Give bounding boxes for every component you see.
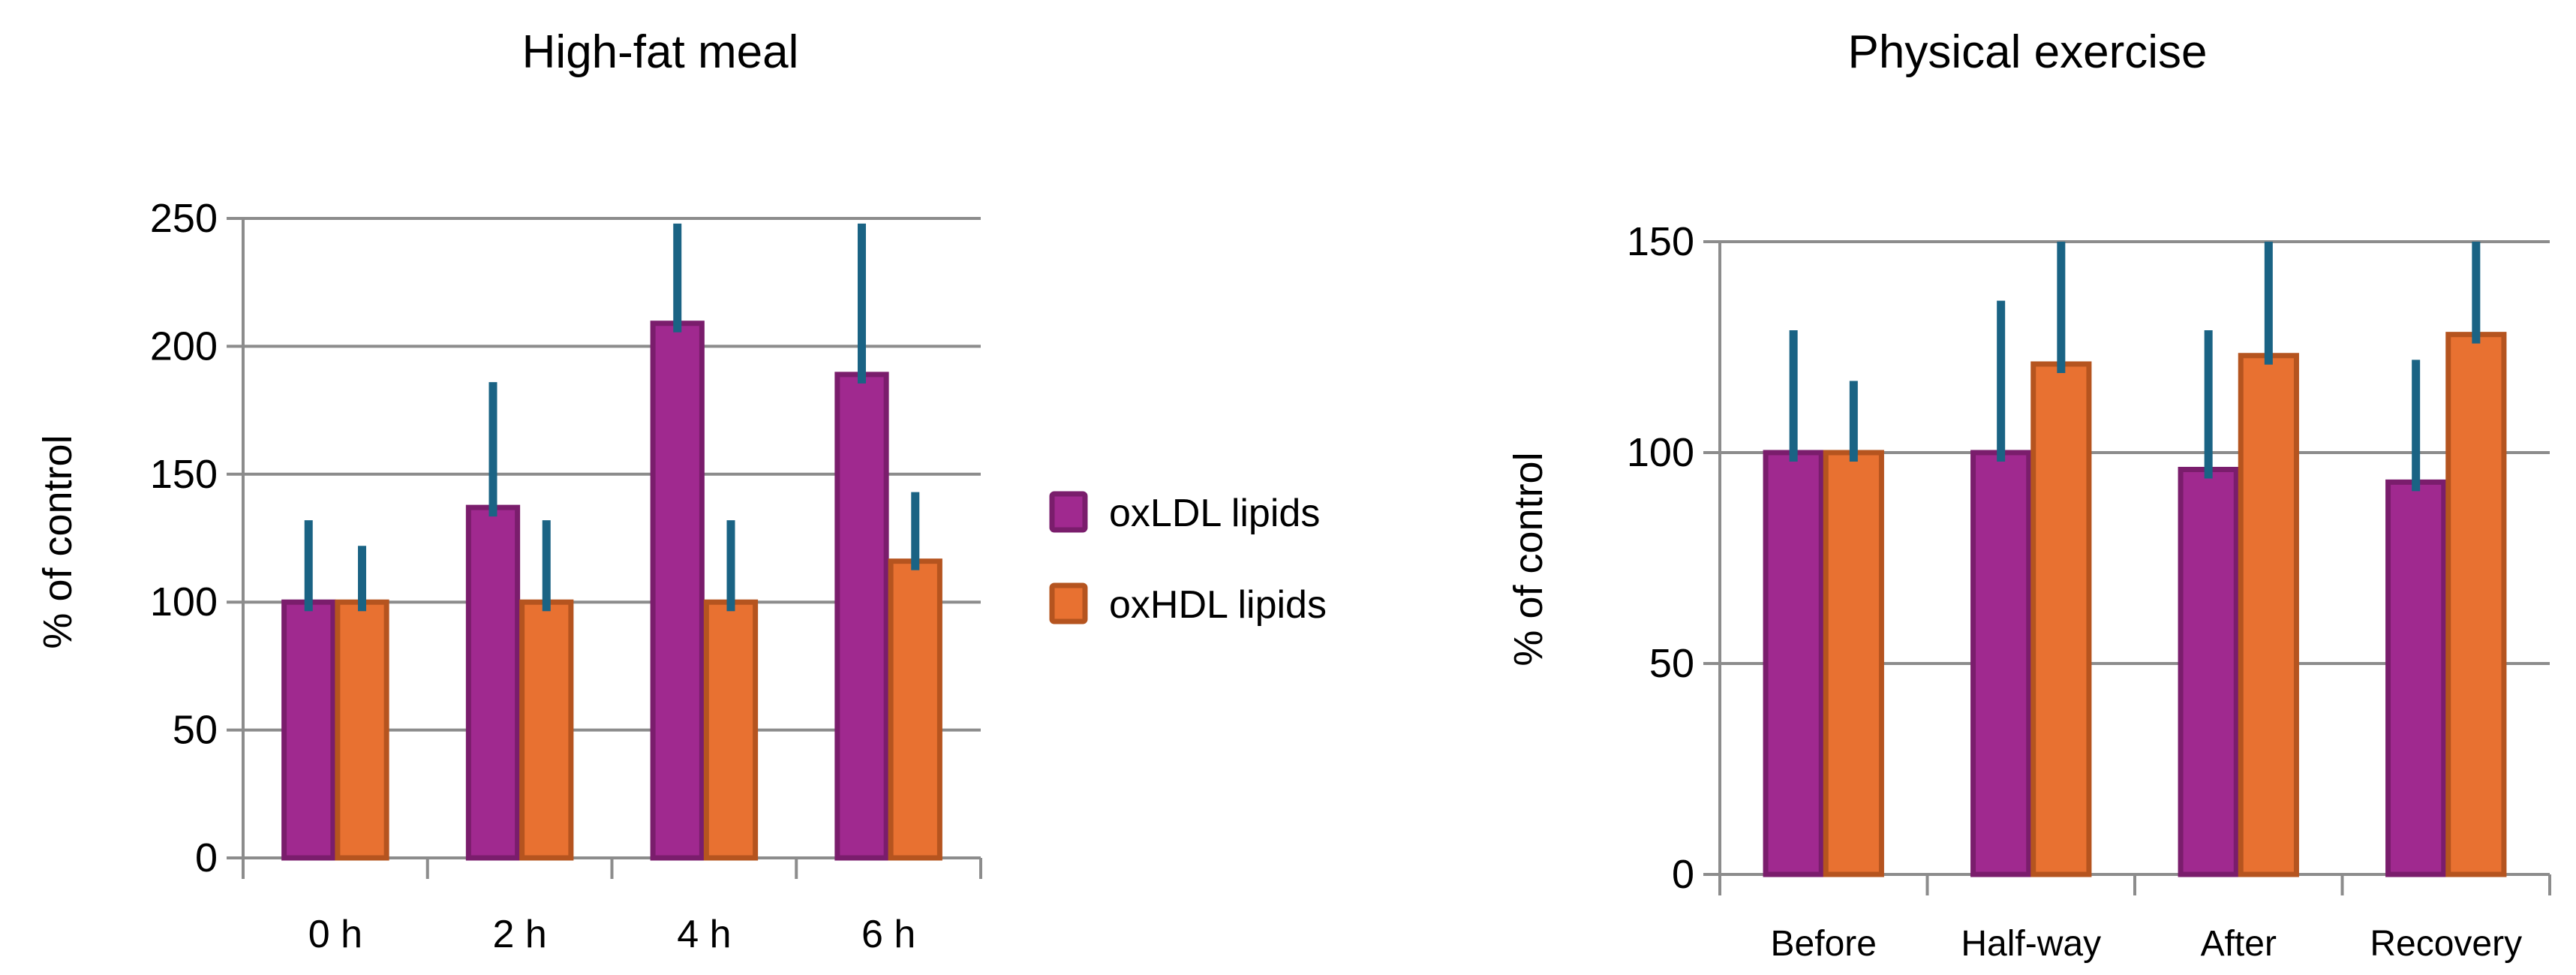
bar-oxhdl [2030,361,2092,877]
bar-oxhdl [2238,353,2299,877]
y-axis-label: % of control [1506,452,1551,666]
y-tick-label: 0 [1672,852,1694,897]
bar-oxhdl [519,599,574,861]
x-tick-label: After [2201,924,2277,964]
legend: oxLDL lipids oxHDL lipids [1049,491,1327,627]
bar-oxldl [281,599,336,861]
y-tick-label: 0 [195,835,218,880]
legend-label-oxldl: oxLDL lipids [1109,492,1320,535]
bar-oxhdl [2445,332,2507,877]
y-tick-label: 150 [1627,219,1694,264]
bar-oxldl [465,504,521,861]
x-tick-label: Half-way [1961,924,2101,964]
y-tick-label: 50 [173,708,218,753]
bar-oxldl [834,372,889,861]
legend-swatch-oxhdl [1049,582,1088,624]
bar-oxhdl [1823,450,1884,877]
x-tick-label: 2 h [492,913,546,956]
chart-high-fat-meal: High-fat meal % of control 0 50 100 150 200 2… [35,26,982,956]
bar-oxldl [650,320,705,861]
y-tick-label: 150 [150,452,218,497]
chart-title: High-fat meal [522,26,799,78]
bar-oxldl [1970,450,2032,877]
chart-title: Physical exercise [1848,26,2208,78]
y-tick-label: 250 [150,196,218,241]
bar-oxldl [2385,479,2447,877]
x-tick-label: 4 h [677,913,731,956]
x-tick-label: 6 h [861,913,915,956]
y-tick-label: 100 [150,579,218,624]
x-tick-label: 0 h [308,913,362,956]
bar-oxldl [2178,466,2239,877]
y-axis-label: % of control [35,435,80,648]
x-tick-label: Before [1771,924,1877,964]
legend-label-oxhdl: oxHDL lipids [1109,583,1327,627]
x-tick-label: Recovery [2370,924,2522,964]
y-tick-label: 200 [150,323,218,369]
chart-physical-exercise: Physical exercise % of control 0 50 100 150… [1506,26,2551,964]
bar-oxldl [1763,450,1824,877]
legend-swatch-oxldl [1049,491,1088,533]
bar-oxhdl [335,599,389,861]
bar-oxhdl [703,599,759,861]
y-tick-label: 50 [1649,641,1694,686]
bar-oxhdl [888,558,942,861]
y-tick-label: 100 [1627,430,1694,475]
